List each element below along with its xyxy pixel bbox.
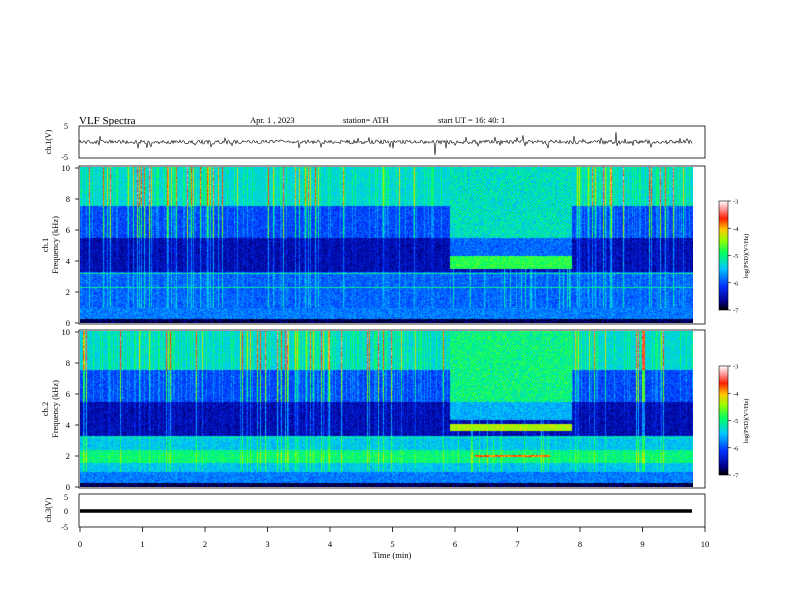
ch1-colorbar-label: log(PSD)(V²/Hz) xyxy=(743,234,750,279)
y-tick-label: 0 xyxy=(66,482,70,492)
x-tick-label: 9 xyxy=(640,539,644,549)
ch3-ytick-5: 5 xyxy=(64,493,68,502)
x-tick-label: 8 xyxy=(578,539,582,549)
ch1-spectrogram-ylabel-frequency: Frequency (kHz) xyxy=(50,216,60,274)
ch1-spectrogram-panel: 0 2 4 6 8 10 ch.1 Frequency (kHz) -3 -4 -5 -6 -7 … xyxy=(40,163,750,328)
colorbar-tick-label: -3 xyxy=(733,199,738,206)
ch1-colorbar: -3 -4 -5 -6 -7 log(PSD)(V²/Hz) xyxy=(718,199,750,315)
y-tick-label: 8 xyxy=(66,358,70,368)
ch1-spectrogram-yticks: 0 2 4 6 8 10 xyxy=(62,163,79,328)
ch2-spectrogram-yticks: 0 2 4 6 8 10 xyxy=(62,327,79,492)
x-axis-label: Time (min) xyxy=(373,550,412,560)
date-label: Apr. 1 , 2023 xyxy=(250,115,295,125)
colorbar-tick-label: -3 xyxy=(733,364,738,371)
ch2-colorbar-label: log(PSD)(V²/Hz) xyxy=(743,399,750,444)
y-tick-label: 2 xyxy=(66,451,70,461)
y-tick-label: 6 xyxy=(66,389,70,399)
y-tick-label: 6 xyxy=(66,225,70,235)
ch2-spectrogram-image xyxy=(80,331,693,487)
station-label: station= ATH xyxy=(343,115,389,125)
x-tick-label: 1 xyxy=(140,539,144,549)
ch3-ytick-neg5: -5 xyxy=(61,523,68,532)
x-tick-label: 5 xyxy=(390,539,394,549)
colorbar-tick-label: -4 xyxy=(733,226,739,233)
ch1-ytick-neg5: -5 xyxy=(61,153,68,162)
x-tick-label: 3 xyxy=(265,539,269,549)
x-tick-label: 4 xyxy=(328,539,333,549)
colorbar-tick-label: -5 xyxy=(733,253,738,260)
y-tick-label: 4 xyxy=(66,420,71,430)
ch1-waveform-ylabel: ch.1(V) xyxy=(44,129,53,154)
x-tick-label: 6 xyxy=(453,539,457,549)
ch3-waveform-ylabel: ch.3(V) xyxy=(44,497,53,522)
x-tick-label: 2 xyxy=(203,539,207,549)
ch1-waveform-line xyxy=(79,131,693,156)
x-axis: 0 1 2 3 4 5 6 7 8 9 10 xyxy=(78,527,709,549)
ch2-spectrogram-ylabel-channel: ch.2 xyxy=(40,402,50,416)
ch1-spectrogram-ylabel-channel: ch.1 xyxy=(40,238,50,252)
ch1-colorbar-gradient xyxy=(718,200,729,311)
ch2-spectrogram-ylabel-frequency: Frequency (kHz) xyxy=(50,380,60,438)
ch1-waveform-panel: 5 -5 ch.1(V) xyxy=(44,122,706,162)
figure-title: VLF Spectra xyxy=(79,115,136,127)
x-tick-label: 10 xyxy=(701,539,710,549)
colorbar-tick-label: -5 xyxy=(733,418,738,425)
ch2-colorbar: -3 -4 -5 -6 -7 log(PSD)(V²/Hz) xyxy=(718,364,750,480)
y-tick-label: 0 xyxy=(66,318,70,328)
colorbar-tick-label: -4 xyxy=(733,391,739,398)
x-tick-label: 7 xyxy=(515,539,519,549)
y-tick-label: 8 xyxy=(66,194,70,204)
y-tick-label: 2 xyxy=(66,287,70,297)
y-tick-label: 4 xyxy=(66,256,71,266)
ch2-spectrogram-panel: 0 2 4 6 8 10 ch.2 Frequency (kHz) -3 -4 -5 -6 -7 … xyxy=(40,327,750,492)
ch2-colorbar-gradient xyxy=(718,365,729,476)
ch3-waveform-panel: 5 0 -5 ch.3(V) xyxy=(44,493,706,532)
ch1-colorbar-ticks: -3 -4 -5 -6 -7 xyxy=(728,199,739,315)
colorbar-tick-label: -7 xyxy=(733,473,739,480)
start-ut-label: start UT = 16: 40: 1 xyxy=(438,115,505,125)
colorbar-tick-label: -7 xyxy=(733,308,739,315)
ch2-colorbar-ticks: -3 -4 -5 -6 -7 xyxy=(728,364,739,480)
ch1-ytick-5: 5 xyxy=(64,122,68,131)
y-tick-label: 10 xyxy=(62,163,71,173)
colorbar-tick-label: -6 xyxy=(733,280,739,287)
colorbar-tick-label: -6 xyxy=(733,445,739,452)
ch3-ytick-0: 0 xyxy=(64,507,68,516)
ch1-spectrogram-image xyxy=(80,167,693,323)
x-tick-label: 0 xyxy=(78,539,82,549)
y-tick-label: 10 xyxy=(62,327,71,337)
